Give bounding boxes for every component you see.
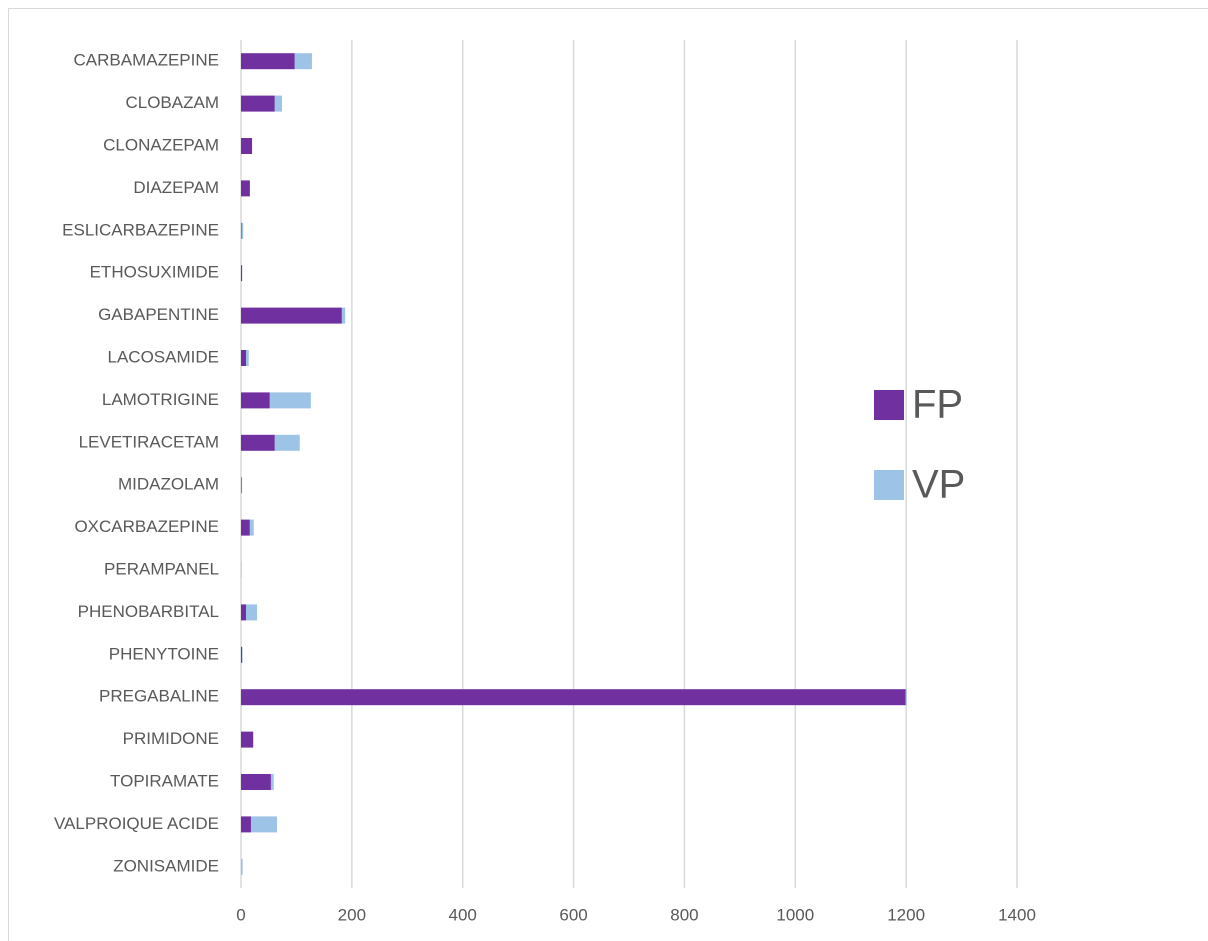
bar bbox=[241, 519, 250, 536]
y-tick-label: VALPROIQUE ACIDE bbox=[54, 814, 219, 833]
y-tick-label: CARBAMAZEPINE bbox=[74, 51, 219, 70]
y-tick-label: DIAZEPAM bbox=[133, 178, 219, 197]
y-tick-label: PERAMPANEL bbox=[104, 559, 219, 578]
y-tick-label: PHENOBARBITAL bbox=[78, 602, 219, 621]
bar bbox=[241, 138, 253, 154]
bar bbox=[242, 646, 243, 663]
y-tick-label: PRIMIDONE bbox=[123, 729, 219, 748]
bar bbox=[241, 562, 242, 578]
y-tick-label: CLONAZEPAM bbox=[103, 135, 219, 154]
y-tick-label: ESLICARBAZEPINE bbox=[62, 220, 219, 239]
bar bbox=[274, 95, 283, 112]
x-tick-label: 600 bbox=[559, 905, 587, 924]
bar bbox=[241, 689, 906, 706]
bar bbox=[241, 180, 250, 197]
x-tick-label: 1000 bbox=[776, 905, 814, 924]
legend-swatch bbox=[874, 470, 904, 500]
bar bbox=[905, 689, 907, 706]
y-tick-label: LEVETIRACETAM bbox=[79, 432, 219, 451]
chart-border bbox=[8, 8, 1208, 941]
bar bbox=[250, 816, 278, 833]
bar bbox=[241, 307, 342, 324]
bar bbox=[274, 434, 300, 451]
bar bbox=[241, 392, 270, 409]
bar bbox=[241, 222, 242, 239]
bar bbox=[241, 774, 271, 790]
x-tick-label: 1200 bbox=[887, 905, 925, 924]
bar bbox=[241, 731, 254, 748]
y-tick-label: PREGABALINE bbox=[99, 687, 219, 706]
bar bbox=[241, 477, 243, 494]
y-tick-label: PHENYTOINE bbox=[109, 644, 219, 663]
legend-swatch bbox=[874, 390, 904, 420]
y-tick-label: CLOBAZAM bbox=[125, 93, 219, 112]
x-tick-label: 400 bbox=[449, 905, 477, 924]
x-tick-label: 0 bbox=[236, 905, 245, 924]
bar bbox=[241, 53, 295, 70]
bar bbox=[241, 646, 243, 663]
bar bbox=[249, 519, 254, 536]
bar bbox=[241, 95, 275, 112]
y-tick-label: ETHOSUXIMIDE bbox=[90, 263, 219, 282]
bar bbox=[294, 53, 312, 70]
y-tick-label: OXCARBAZEPINE bbox=[74, 517, 219, 536]
bar bbox=[241, 604, 246, 621]
bar bbox=[241, 265, 243, 282]
bar bbox=[341, 307, 346, 324]
bar bbox=[245, 350, 249, 366]
legend-label: FP bbox=[912, 383, 963, 427]
bar bbox=[241, 477, 242, 494]
bar bbox=[241, 222, 244, 239]
y-tick-label: GABAPENTINE bbox=[98, 305, 219, 324]
y-tick-label: TOPIRAMATE bbox=[110, 771, 219, 790]
x-tick-label: 200 bbox=[338, 905, 366, 924]
y-tick-label: LAMOTRIGINE bbox=[102, 390, 219, 409]
y-tick-label: LACOSAMIDE bbox=[108, 347, 219, 366]
bar bbox=[241, 434, 275, 451]
y-tick-label: ZONISAMIDE bbox=[113, 856, 219, 875]
x-tick-label: 1400 bbox=[998, 905, 1036, 924]
bar bbox=[269, 392, 311, 409]
x-tick-label: 800 bbox=[670, 905, 698, 924]
legend-label: VP bbox=[912, 463, 965, 507]
bar bbox=[245, 604, 258, 621]
bar bbox=[270, 774, 274, 790]
bar bbox=[241, 816, 251, 833]
bar bbox=[241, 350, 246, 366]
y-tick-label: MIDAZOLAM bbox=[118, 475, 219, 494]
bar bbox=[241, 858, 243, 875]
